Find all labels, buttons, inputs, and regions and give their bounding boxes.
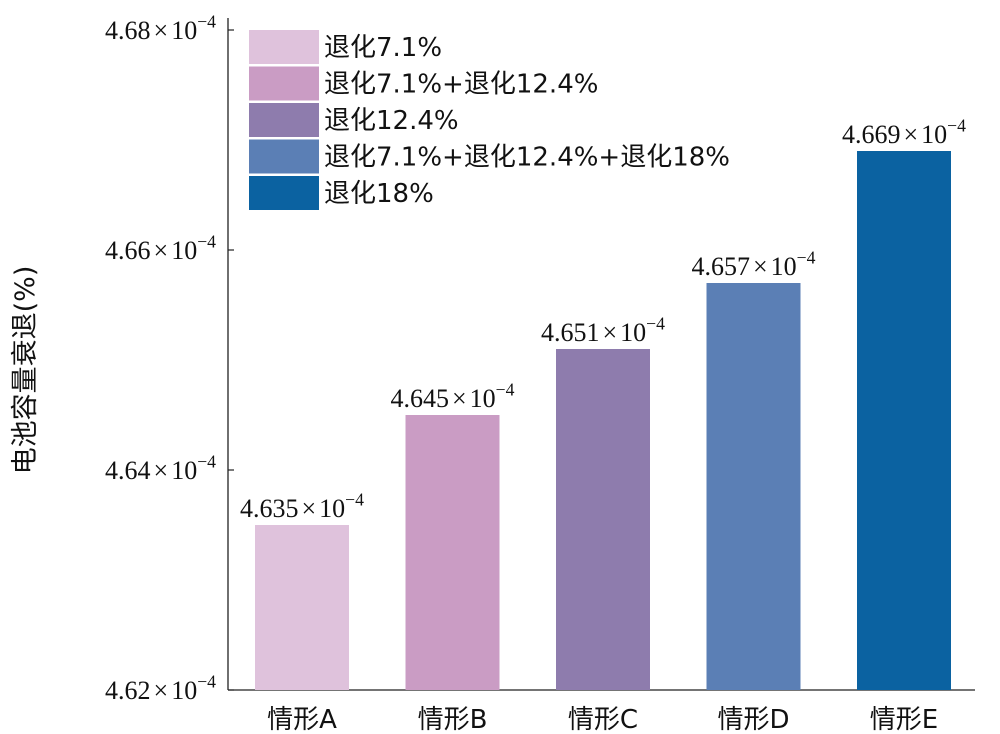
bars xyxy=(255,151,951,690)
legend-label: 退化7.1%+退化12.4% xyxy=(324,70,598,100)
y-tick-label: 4.64 × 10−4 xyxy=(105,451,216,485)
data-labels: 4.635 × 10−4 4.645 × 10−4 4.651 × 10−4 4.657 × 10−4… xyxy=(240,115,966,523)
data-label: 4.645 × 10−4 xyxy=(391,379,515,413)
legend-swatch xyxy=(249,30,319,64)
y-axis-label: 电池容量衰退(%) xyxy=(10,266,41,475)
x-tick-label: 情形D xyxy=(717,705,789,734)
x-tick-labels: 情形A 情形B 情形C 情形D 情形E xyxy=(267,705,938,734)
legend-label: 退化18% xyxy=(324,179,434,209)
bar xyxy=(556,349,650,690)
y-tick-label: 4.68 × 10−4 xyxy=(105,11,216,45)
legend: 退化7.1% 退化7.1%+退化12.4% 退化12.4% 退化7.1%+退化12.4… xyxy=(249,30,730,210)
data-label: 4.657 × 10−4 xyxy=(692,247,816,281)
x-tick-label: 情形C xyxy=(568,705,638,734)
y-tick-labels: 4.62 × 10−4 4.64 × 10−4 4.66 × 10−4 4.68 × 10−4 xyxy=(105,11,216,705)
legend-swatch xyxy=(249,176,319,210)
bar xyxy=(706,283,801,690)
legend-label: 退化7.1%+退化12.4%+退化18% xyxy=(324,143,730,173)
legend-swatch xyxy=(249,66,319,101)
y-tick-label: 4.62 × 10−4 xyxy=(105,671,216,705)
data-label: 4.651 × 10−4 xyxy=(541,313,665,347)
legend-swatch xyxy=(249,103,319,137)
data-label: 4.635 × 10−4 xyxy=(240,489,364,523)
x-tick-label: 情形E xyxy=(870,705,938,734)
bar xyxy=(857,151,951,690)
y-tick-label: 4.66 × 10−4 xyxy=(105,231,216,265)
bar xyxy=(255,525,349,690)
x-tick-label: 情形B xyxy=(418,705,488,734)
data-label: 4.669 × 10−4 xyxy=(842,115,966,149)
bar xyxy=(405,415,500,690)
legend-swatch xyxy=(249,139,319,174)
legend-label: 退化12.4% xyxy=(324,106,459,136)
x-tick-label: 情形A xyxy=(267,705,337,734)
legend-label: 退化7.1% xyxy=(324,33,442,63)
